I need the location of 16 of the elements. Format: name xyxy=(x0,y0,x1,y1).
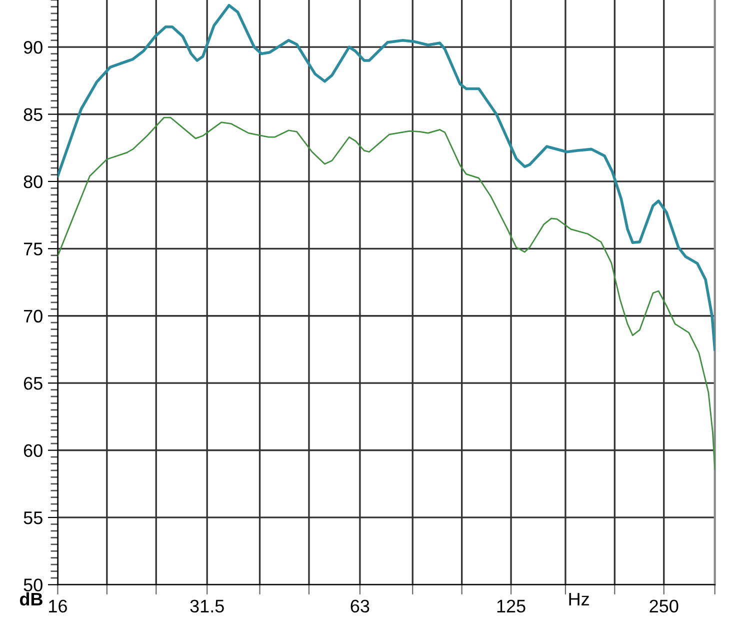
y-tick-label: 70 xyxy=(24,310,42,323)
x-tick-label: 125 xyxy=(497,600,526,613)
y-tick-label: 55 xyxy=(24,512,42,524)
y-tick-label: 85 xyxy=(24,108,42,121)
y-tick-label: 50 xyxy=(24,578,42,592)
y-tick-label: 80 xyxy=(24,175,42,188)
x-tick-label: 63 xyxy=(350,600,370,613)
x-axis-title: Hz xyxy=(569,592,589,606)
x-tick-label: 16 xyxy=(49,600,67,613)
y-tick-label: 75 xyxy=(24,242,42,256)
x-tick-label: 31.5 xyxy=(190,600,224,613)
y-tick-label: 90 xyxy=(24,40,42,54)
y-tick-label: 65 xyxy=(24,377,42,390)
x-tick-label: 250 xyxy=(650,600,678,613)
y-axis-title: dB xyxy=(20,592,42,606)
y-tick-label: 60 xyxy=(24,444,42,457)
